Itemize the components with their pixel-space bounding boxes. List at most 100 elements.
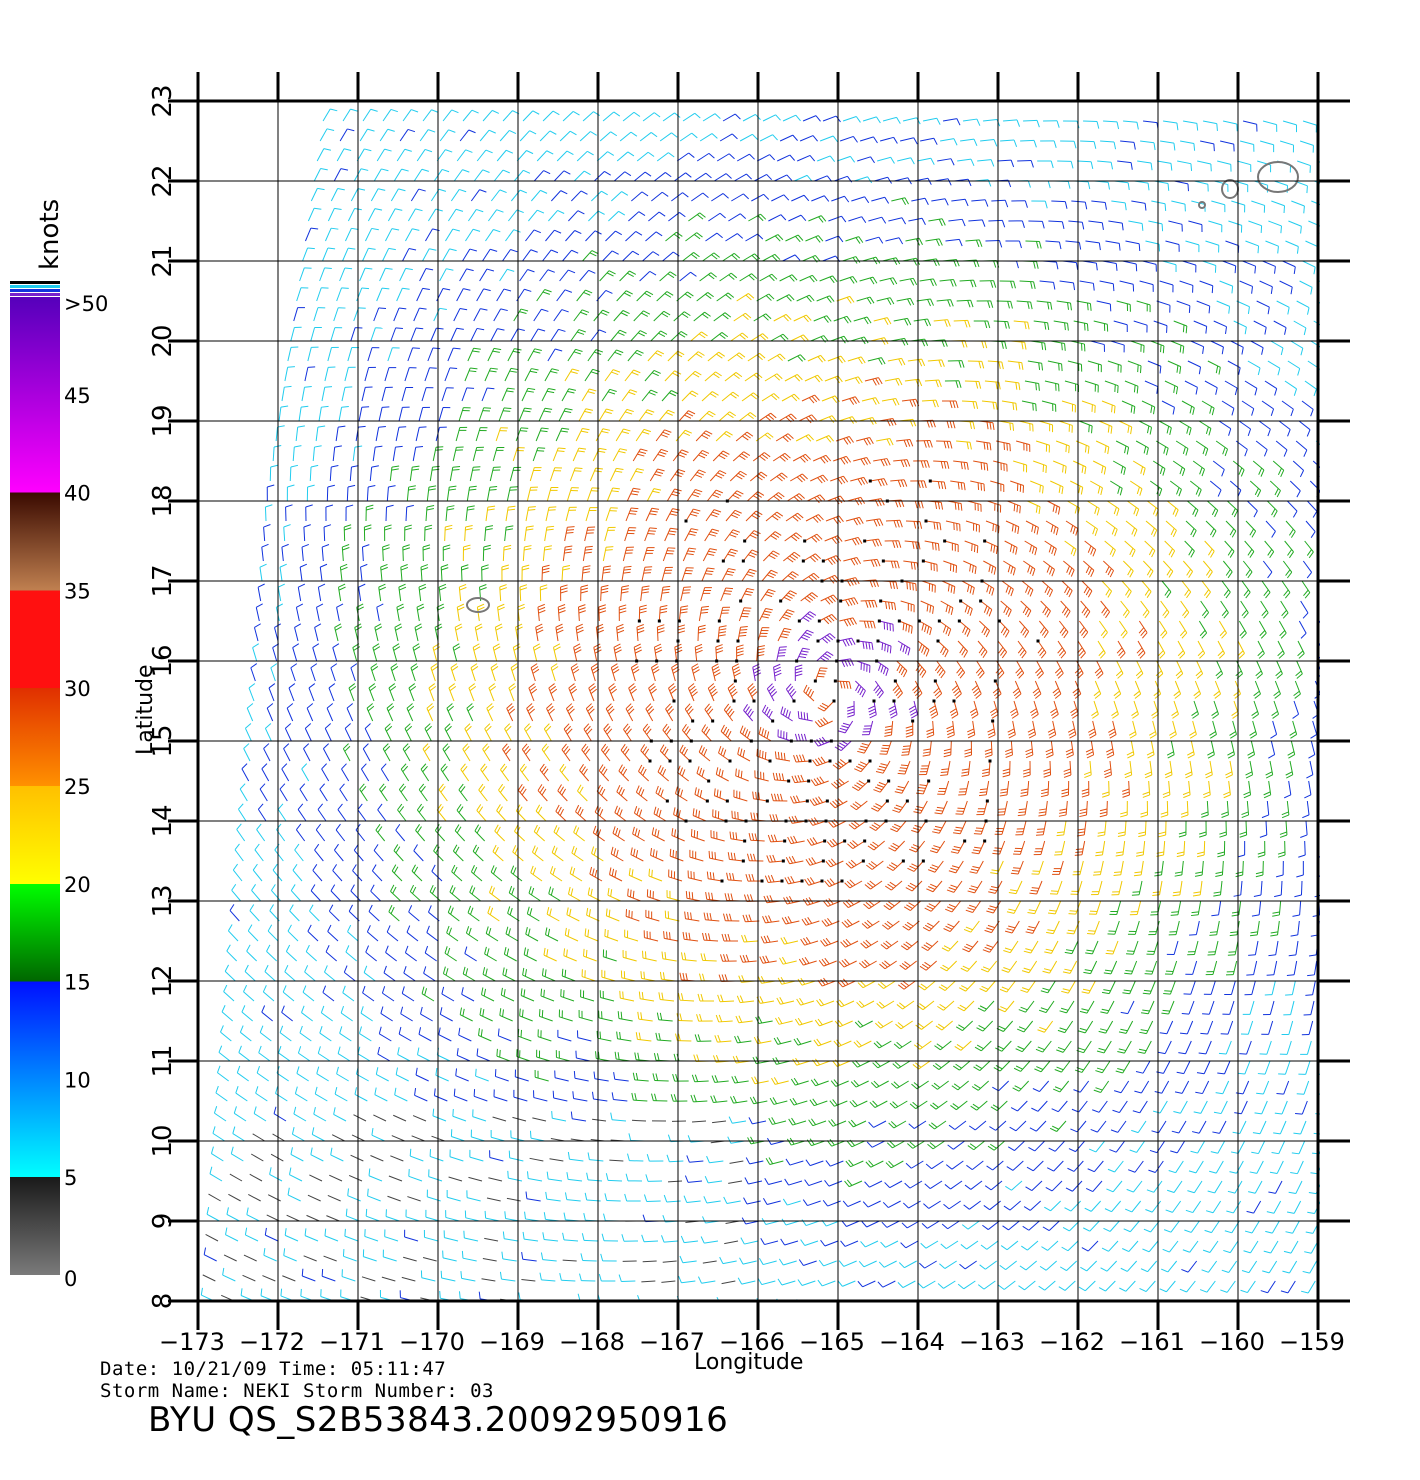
wind-barb xyxy=(878,1040,892,1049)
wind-barb-feather xyxy=(931,847,939,851)
wind-barb-feather xyxy=(643,1194,648,1202)
wind-barb-feather xyxy=(1254,1112,1262,1115)
wind-barb-feather xyxy=(1229,1171,1237,1174)
wind-barb xyxy=(1323,1101,1328,1114)
legend-tick-gt50: >50 xyxy=(64,292,108,316)
wind-barb-feather xyxy=(1079,1010,1088,1014)
wind-barb-feather xyxy=(382,743,389,750)
wind-barb-feather xyxy=(635,1032,638,1040)
wind-barb xyxy=(1273,960,1278,975)
wind-barb-feather xyxy=(548,886,552,894)
wind-barb-feather xyxy=(1112,1109,1120,1114)
wind-barb xyxy=(1199,880,1203,895)
wind-barb xyxy=(594,811,607,822)
wind-barb-feather xyxy=(236,823,242,830)
wind-barb-feather xyxy=(926,734,934,738)
wind-barb-feather xyxy=(532,867,537,875)
wind-barb xyxy=(395,829,406,842)
wind-barb xyxy=(1017,860,1024,875)
wind-barb xyxy=(762,711,774,722)
wind-barb-feather xyxy=(1288,754,1295,759)
wind-barb-feather xyxy=(624,1193,628,1202)
wind-barb-feather xyxy=(320,1005,325,1013)
wind-barb-feather xyxy=(781,773,785,781)
wind-barb-feather xyxy=(348,904,353,912)
wind-barb xyxy=(1229,1000,1235,1015)
wind-barb xyxy=(350,1154,364,1162)
wind-barb-feather xyxy=(220,1025,224,1033)
wind-barb xyxy=(1218,900,1222,915)
wind-barb-feather xyxy=(884,731,892,734)
wind-barb xyxy=(1213,700,1219,715)
wind-barb xyxy=(707,688,715,702)
wind-barb xyxy=(1129,980,1136,995)
wind-barb-feather xyxy=(267,924,273,932)
wind-barb-feather xyxy=(352,864,357,871)
wind-barb-feather xyxy=(1228,951,1236,953)
wind-barb-feather xyxy=(850,859,857,866)
wind-barb-feather xyxy=(738,1015,743,1023)
wind-barb xyxy=(379,1033,392,1042)
wind-barb xyxy=(893,700,898,715)
wind-barb-feather xyxy=(390,884,395,892)
wind-barb-feather xyxy=(1000,1006,1008,1010)
wind-barb-feather xyxy=(232,1126,236,1134)
wind-barb-feather xyxy=(1213,894,1221,897)
wind-barb xyxy=(347,931,359,942)
wind-barb-feather xyxy=(617,1052,620,1060)
wind-barb-feather xyxy=(837,797,844,804)
wind-barb xyxy=(651,667,656,682)
wind-barb-feather xyxy=(469,907,474,915)
wind-barb-feather xyxy=(412,886,417,894)
wind-barb xyxy=(1081,1060,1091,1073)
wind-barb-feather xyxy=(939,1003,947,1009)
wind-barb-feather xyxy=(1160,811,1168,815)
wind-barb xyxy=(1032,1160,1044,1172)
wind-barb-feather xyxy=(519,763,526,771)
wind-barb xyxy=(441,1277,456,1282)
wind-barb xyxy=(377,1053,391,1062)
wind-barb-feather xyxy=(715,650,724,654)
wind-barb-feather xyxy=(817,675,825,678)
wind-barb xyxy=(516,1056,531,1062)
wind-barb xyxy=(543,954,557,962)
wind-barb xyxy=(344,971,356,982)
wind-barb-feather xyxy=(1098,1030,1106,1034)
wind-barb-feather xyxy=(989,708,997,714)
wind-barb xyxy=(412,1115,427,1122)
wind-barb xyxy=(584,935,599,942)
wind-barb-feather xyxy=(1158,834,1166,838)
wind-barb xyxy=(625,915,640,922)
wind-barb-feather xyxy=(674,646,683,651)
wind-barb-feather xyxy=(710,688,717,695)
wind-barb-feather xyxy=(526,703,533,709)
wind-barb-feather xyxy=(1097,831,1106,834)
wind-barb-feather xyxy=(766,855,770,863)
wind-barb-feather xyxy=(488,927,492,936)
wind-barb-feather xyxy=(1008,892,1017,895)
wind-barb-feather xyxy=(916,805,924,809)
wind-barb xyxy=(434,830,446,842)
wind-barb-feather xyxy=(299,783,306,790)
wind-barb-feather xyxy=(622,991,624,999)
wind-barb-feather xyxy=(809,838,815,845)
wind-barb-feather xyxy=(662,972,665,980)
wind-barb-feather xyxy=(344,723,351,729)
wind-barb-feather xyxy=(1295,1112,1303,1115)
wind-barb-feather xyxy=(859,761,867,766)
wind-barb-feather xyxy=(652,669,660,674)
wind-barb-feather xyxy=(829,839,836,847)
wind-barb-feather xyxy=(266,944,271,952)
wind-barb-feather xyxy=(501,766,508,773)
wind-barb-feather xyxy=(838,742,846,747)
wind-barb-feather xyxy=(230,1146,234,1154)
wind-barb-feather xyxy=(266,703,274,709)
wind-barb xyxy=(769,1160,784,1165)
wind-barb xyxy=(312,870,323,882)
wind-barb xyxy=(458,789,468,802)
wind-barb xyxy=(659,750,671,762)
wind-barb xyxy=(401,1276,416,1282)
wind-barb-feather xyxy=(989,888,997,892)
wind-barb-feather xyxy=(943,754,951,758)
wind-barb xyxy=(934,1120,947,1130)
